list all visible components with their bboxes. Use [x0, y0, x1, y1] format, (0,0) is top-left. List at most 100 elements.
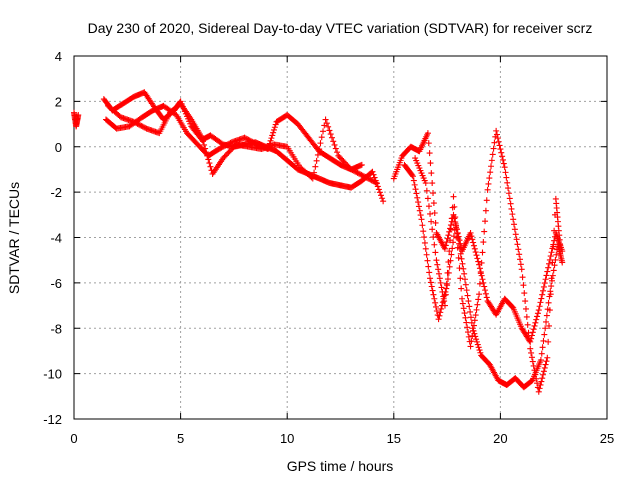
data-point: [475, 344, 482, 351]
data-point: [421, 239, 428, 246]
data-series: [71, 89, 566, 395]
data-point: [343, 160, 350, 167]
data-point: [508, 205, 515, 212]
data-point: [473, 336, 480, 343]
data-point: [350, 167, 357, 174]
data-point: [443, 280, 450, 287]
data-point: [308, 174, 315, 181]
data-point: [509, 211, 516, 218]
data-point: [364, 175, 371, 182]
data-point: [482, 290, 489, 297]
data-point: [372, 179, 379, 186]
data-point: [415, 203, 422, 210]
data-point: [340, 158, 347, 165]
data-point: [439, 299, 446, 306]
data-point: [330, 138, 337, 145]
data-point: [224, 151, 231, 158]
data-point: [442, 291, 449, 298]
data-point: [246, 137, 253, 144]
data-point: [379, 195, 386, 202]
data-point: [247, 138, 254, 145]
data-point: [542, 361, 549, 368]
data-point: [460, 265, 467, 272]
data-point: [413, 190, 420, 197]
data-point: [367, 176, 374, 183]
data-point: [532, 371, 539, 378]
data-point: [430, 200, 437, 207]
data-point: [433, 308, 440, 315]
data-point: [545, 299, 552, 306]
data-point: [543, 318, 550, 325]
x-tick-label: 15: [387, 431, 401, 446]
data-point: [493, 131, 500, 138]
data-point: [348, 166, 355, 173]
data-point: [479, 276, 486, 283]
data-point: [269, 132, 276, 139]
data-point: [242, 135, 249, 142]
data-point: [366, 175, 373, 182]
data-point: [447, 237, 454, 244]
data-point: [198, 134, 205, 141]
data-point: [423, 187, 430, 194]
y-tick-label: 0: [55, 140, 62, 155]
data-point: [429, 287, 436, 294]
data-point: [528, 354, 535, 361]
data-point: [482, 207, 489, 214]
data-point: [499, 153, 506, 160]
data-point: [436, 275, 443, 282]
axis-ticks: [73, 55, 608, 420]
data-point: [484, 186, 491, 193]
data-point: [138, 122, 145, 129]
data-point: [482, 287, 489, 294]
data-point: [548, 249, 555, 256]
data-point: [218, 144, 225, 151]
data-point: [511, 226, 518, 233]
data-point: [531, 367, 538, 374]
data-point: [530, 362, 537, 369]
data-point: [526, 337, 533, 344]
data-point: [417, 212, 424, 219]
data-point: [527, 345, 534, 352]
data-point: [444, 269, 451, 276]
data-point: [429, 180, 436, 187]
data-point: [425, 140, 432, 147]
y-tick-label: -4: [50, 231, 62, 246]
data-point: [230, 144, 237, 151]
data-point: [513, 236, 520, 243]
data-point: [472, 312, 479, 319]
data-point: [438, 284, 445, 291]
data-point: [430, 234, 437, 241]
chart-title: Day 230 of 2020, Sidereal Day-to-day VTE…: [88, 20, 593, 36]
data-point: [541, 364, 548, 371]
data-point: [452, 214, 459, 221]
data-point: [544, 354, 551, 361]
x-tick-label: 20: [493, 431, 507, 446]
data-point: [521, 290, 528, 297]
data-point: [527, 338, 534, 345]
data-point: [540, 368, 547, 375]
data-point: [423, 251, 430, 258]
series-arc-c: [102, 102, 365, 173]
data-point: [341, 159, 348, 166]
data-point: [540, 371, 547, 378]
data-point: [456, 240, 463, 247]
data-point: [201, 141, 208, 148]
data-point: [357, 171, 364, 178]
data-point: [441, 298, 448, 305]
data-point: [309, 175, 316, 182]
data-point: [376, 189, 383, 196]
data-point: [362, 173, 369, 180]
data-point: [507, 200, 514, 207]
data-point: [535, 388, 542, 395]
data-point: [227, 146, 234, 153]
data-point: [546, 260, 553, 267]
data-point: [520, 282, 527, 289]
y-tick-label: -8: [50, 321, 62, 336]
data-point: [431, 209, 438, 216]
data-point: [426, 150, 433, 157]
data-point: [140, 124, 147, 131]
data-point: [455, 235, 462, 242]
data-point: [443, 239, 450, 246]
data-point: [428, 170, 435, 177]
x-tick-label: 5: [177, 431, 184, 446]
